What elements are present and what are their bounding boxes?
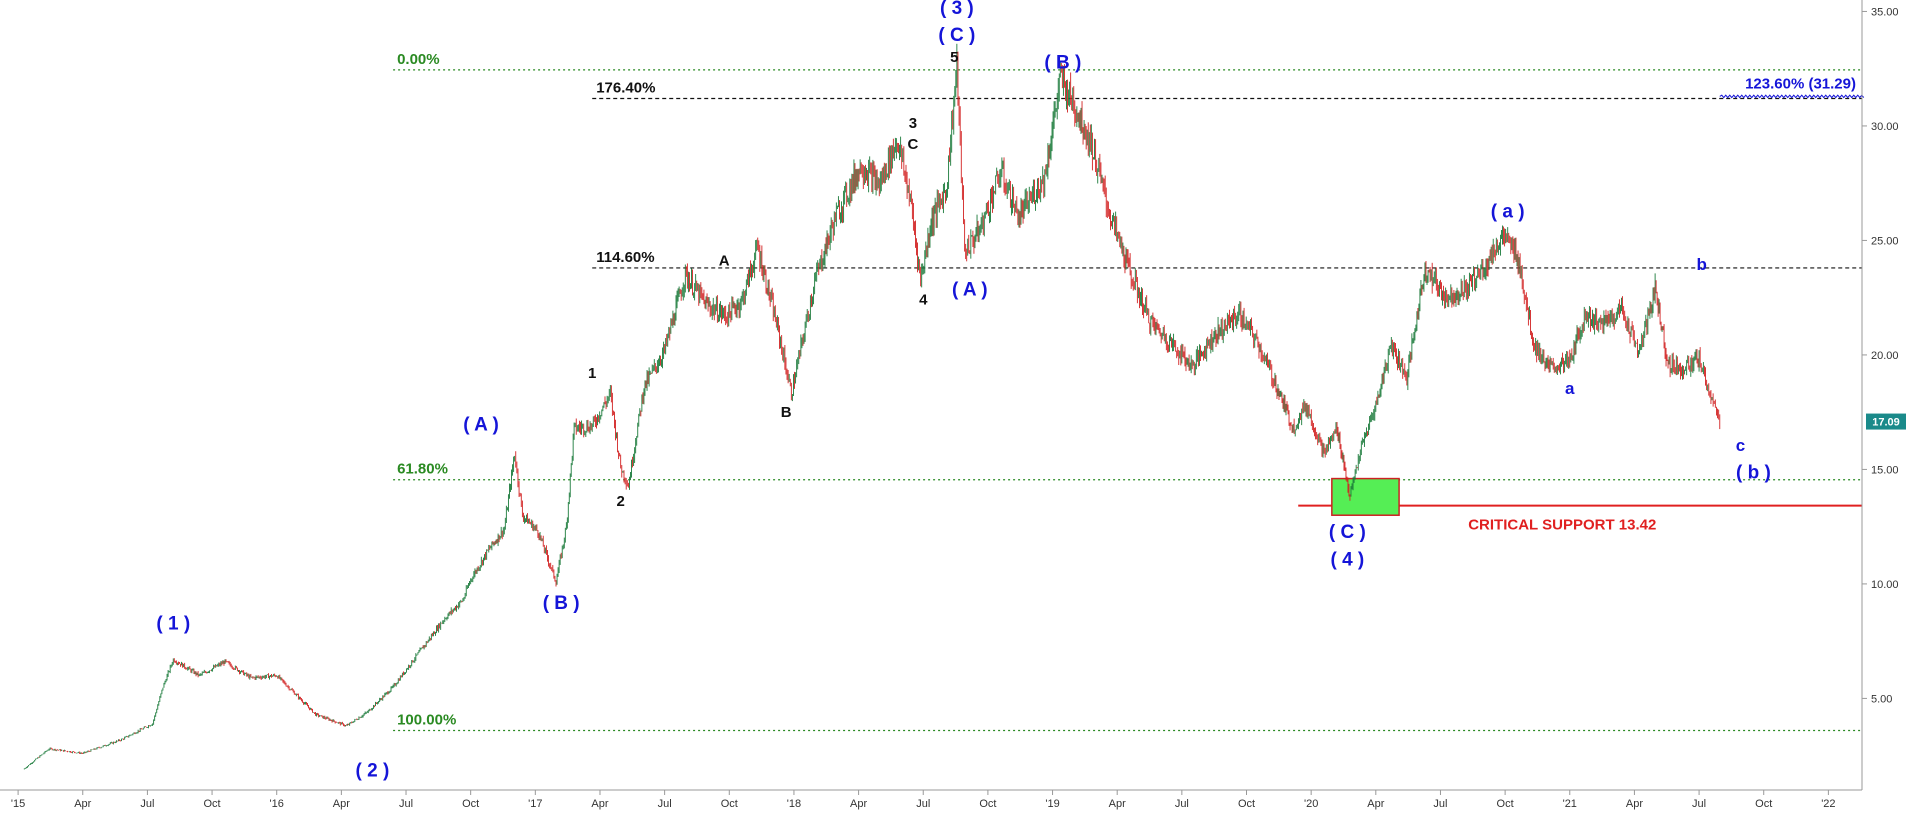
- wave-label-primary: ( B ): [543, 593, 580, 614]
- x-tick-label: Oct: [203, 798, 220, 810]
- wave-label-intermediate: 2: [616, 493, 624, 510]
- x-tick-label: Oct: [1238, 798, 1255, 810]
- last-price-label: 17.09: [1872, 417, 1900, 429]
- wave-label-intermediate: 5: [950, 49, 958, 66]
- x-tick-label: '22: [1821, 798, 1835, 810]
- fib-level-label: 114.60%: [596, 249, 654, 266]
- y-tick-label: 25.00: [1871, 235, 1899, 247]
- x-tick-label: Oct: [1497, 798, 1514, 810]
- x-tick-label: Apr: [1109, 798, 1126, 810]
- wave-label-primary: ( 3 ): [940, 0, 974, 19]
- x-tick-label: Oct: [1755, 798, 1772, 810]
- y-tick-label: 10.00: [1871, 579, 1899, 591]
- wave-label-intermediate: 3: [909, 115, 917, 132]
- wave-label-primary: ( b ): [1736, 463, 1771, 484]
- wave-label-minor: b: [1696, 255, 1706, 274]
- fib-level-label: 61.80%: [397, 461, 448, 478]
- x-tick-label: Apr: [850, 798, 867, 810]
- x-tick-label: '19: [1045, 798, 1059, 810]
- x-tick-label: '21: [1563, 798, 1577, 810]
- x-tick-label: Jul: [399, 798, 413, 810]
- wave-label-intermediate: 4: [919, 292, 928, 309]
- wave-label-primary: ( C ): [1329, 522, 1366, 543]
- x-tick-label: Apr: [591, 798, 608, 810]
- x-tick-label: '17: [528, 798, 542, 810]
- wave-label-minor: a: [1565, 379, 1575, 398]
- wave-label-intermediate: B: [781, 404, 792, 421]
- y-tick-label: 35.00: [1871, 6, 1899, 18]
- x-tick-label: Jul: [140, 798, 154, 810]
- wave-label-primary: ( 4 ): [1330, 550, 1364, 571]
- target-label: 123.60% (31.29): [1745, 75, 1856, 92]
- x-tick-label: Apr: [1626, 798, 1643, 810]
- y-tick-label: 20.00: [1871, 350, 1899, 362]
- wave-label-intermediate: A: [719, 253, 730, 270]
- wave-label-primary: ( A ): [952, 279, 988, 300]
- y-tick-label: 5.00: [1871, 693, 1892, 705]
- x-tick-label: '16: [270, 798, 284, 810]
- wave-label-primary: ( B ): [1044, 53, 1081, 74]
- x-tick-label: Jul: [1433, 798, 1447, 810]
- last-price-tag: [1866, 413, 1906, 430]
- critical-support-label: CRITICAL SUPPORT 13.42: [1468, 517, 1656, 534]
- x-tick-label: Jul: [658, 798, 672, 810]
- x-tick-label: Apr: [74, 798, 91, 810]
- x-tick-label: Jul: [916, 798, 930, 810]
- wave-label-minor: c: [1736, 436, 1745, 455]
- wave-label-intermediate: 1: [588, 365, 596, 382]
- wave-label-primary: ( A ): [463, 414, 499, 435]
- y-tick-label: 30.00: [1871, 121, 1899, 133]
- x-tick-label: '20: [1304, 798, 1318, 810]
- x-tick-label: Apr: [1367, 798, 1384, 810]
- target-line: [1719, 94, 1865, 99]
- wave-label-primary: ( 2 ): [356, 760, 390, 781]
- wave-label-primary: ( a ): [1491, 202, 1525, 223]
- x-tick-label: Oct: [462, 798, 479, 810]
- fib-level-label: 100.00%: [397, 711, 456, 728]
- fib-level-label: 176.40%: [596, 79, 655, 96]
- support-zone-box: [1331, 477, 1400, 516]
- x-tick-label: Jul: [1175, 798, 1189, 810]
- x-tick-label: Oct: [979, 798, 996, 810]
- x-tick-label: '15: [11, 798, 25, 810]
- x-tick-label: '18: [787, 798, 801, 810]
- x-tick-label: Jul: [1692, 798, 1706, 810]
- x-tick-label: Oct: [721, 798, 738, 810]
- wave-label-primary: ( 1 ): [156, 614, 190, 635]
- y-tick-label: 15.00: [1871, 464, 1899, 476]
- wave-label-intermediate: C: [907, 136, 918, 153]
- fib-level-label: 0.00%: [397, 51, 440, 68]
- x-tick-label: Apr: [333, 798, 350, 810]
- wave-label-primary: ( C ): [938, 25, 975, 46]
